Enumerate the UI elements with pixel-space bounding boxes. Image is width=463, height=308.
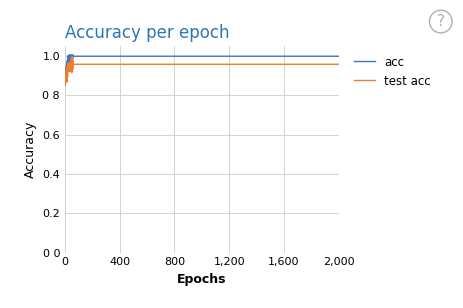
acc <box>226 55 232 58</box>
acc <box>62 82 68 86</box>
Line: test acc: test acc <box>65 56 338 86</box>
test acc <box>63 84 68 87</box>
acc <box>163 55 169 58</box>
acc <box>287 55 293 58</box>
Line: acc: acc <box>65 55 338 84</box>
acc <box>335 55 341 58</box>
Text: Accuracy per epoch: Accuracy per epoch <box>65 24 229 42</box>
test acc <box>69 55 75 58</box>
X-axis label: Epochs: Epochs <box>177 273 226 286</box>
acc <box>77 55 82 58</box>
test acc <box>335 63 341 66</box>
test acc <box>77 63 82 66</box>
acc <box>66 53 72 57</box>
Y-axis label: Accuracy: Accuracy <box>24 121 37 178</box>
test acc <box>62 83 68 87</box>
acc <box>69 56 74 60</box>
Legend: acc, test acc: acc, test acc <box>350 52 433 91</box>
test acc <box>287 63 293 66</box>
test acc <box>87 63 92 66</box>
test acc <box>69 56 74 60</box>
test acc <box>164 63 169 66</box>
Text: ?: ? <box>436 14 444 29</box>
test acc <box>226 63 232 66</box>
acc <box>87 55 92 58</box>
